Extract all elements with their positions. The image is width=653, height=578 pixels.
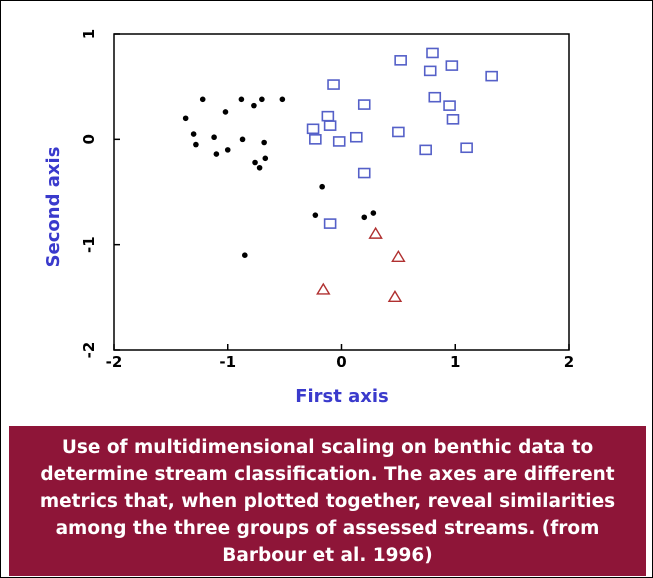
- data-point-square: [428, 91, 442, 103]
- data-point-square: [394, 55, 407, 66]
- data-point-dot: [238, 96, 245, 103]
- data-point-dot: [261, 139, 267, 146]
- data-point-dot: [319, 183, 325, 190]
- y-tick-label: 0: [80, 134, 98, 144]
- data-point-triangle: [391, 249, 406, 263]
- data-point-dot: [222, 109, 229, 115]
- data-point-dot: [256, 164, 263, 171]
- data-point-square: [443, 100, 456, 111]
- data-point-square: [323, 218, 337, 229]
- data-point-dot: [199, 96, 206, 103]
- x-axis-title: First axis: [295, 386, 389, 407]
- data-point-square: [357, 167, 371, 179]
- caption-text: Use of multidimensional scaling on benth…: [39, 437, 616, 566]
- data-point-square: [349, 131, 363, 143]
- data-point-dot: [361, 214, 368, 221]
- data-point-square: [485, 70, 498, 82]
- data-point-dot: [224, 147, 231, 153]
- x-tick-label: 1: [450, 353, 460, 371]
- data-point-square: [321, 110, 335, 122]
- data-point-square: [306, 123, 320, 135]
- data-point-square: [445, 60, 459, 71]
- data-point-square: [392, 126, 405, 138]
- y-tick-label: -2: [80, 342, 98, 359]
- data-point-dot: [251, 102, 257, 109]
- data-point-square: [309, 134, 322, 145]
- data-point-dot: [213, 151, 220, 157]
- data-point-dot: [190, 131, 197, 137]
- data-point-dot: [252, 159, 258, 166]
- y-axis-title: Second axis: [43, 147, 64, 268]
- data-point-square: [323, 120, 337, 131]
- x-tick-label: -1: [219, 353, 236, 371]
- data-point-dot: [193, 141, 199, 148]
- data-point-square: [332, 136, 346, 147]
- x-tick-label: 0: [336, 353, 346, 371]
- plot-area-border: [113, 33, 570, 351]
- data-point-square: [419, 144, 432, 156]
- data-point-square: [357, 99, 371, 110]
- data-point-square: [327, 79, 340, 90]
- data-point-dot: [182, 115, 189, 122]
- data-point-square: [460, 142, 473, 154]
- x-tick-label: 2: [564, 353, 574, 371]
- data-point-triangle: [387, 289, 403, 303]
- data-point-dot: [312, 212, 319, 218]
- data-point-triangle: [316, 282, 331, 295]
- y-tick-label: -1: [80, 236, 98, 253]
- data-point-square: [423, 65, 437, 77]
- data-point-dot: [370, 210, 377, 216]
- scatter-chart: -2 -1 0 1 2 1 0 -1 -2 First axis Second axis: [43, 29, 574, 407]
- data-point-square: [426, 47, 439, 59]
- y-tick-label: 1: [80, 29, 98, 39]
- x-tick-label: -2: [106, 353, 123, 371]
- data-point-square: [446, 114, 460, 125]
- figure-caption: Use of multidimensional scaling on benth…: [9, 426, 646, 576]
- data-point-dot: [259, 96, 265, 103]
- data-point-dot: [211, 134, 217, 141]
- data-point-dot: [262, 155, 269, 162]
- data-point-triangle: [368, 226, 383, 239]
- data-point-dot: [279, 96, 286, 103]
- data-point-dot: [239, 136, 246, 143]
- data-point-dot: [242, 252, 248, 258]
